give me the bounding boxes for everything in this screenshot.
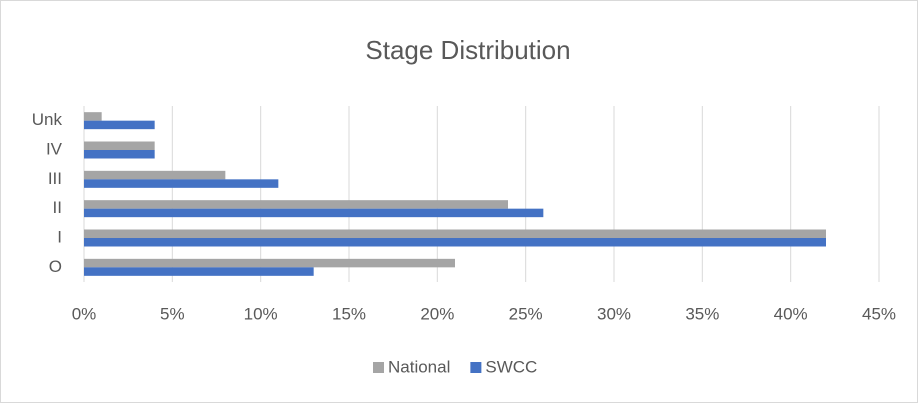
bar (84, 229, 826, 238)
bar (84, 141, 155, 150)
bar (84, 258, 455, 268)
legend-label: National (388, 357, 450, 376)
x-tick-label: 10% (244, 304, 278, 323)
bar (84, 208, 544, 218)
bar (84, 150, 155, 159)
y-tick-label: II (53, 198, 62, 217)
x-tick-label: 30% (597, 304, 631, 323)
x-tick-label: 45% (862, 304, 896, 323)
bar (84, 200, 508, 209)
bar (84, 120, 155, 130)
legend-swatch (470, 362, 482, 373)
y-tick-label: O (49, 257, 62, 276)
legend-label: SWCC (485, 357, 537, 376)
x-tick-label: 25% (509, 304, 543, 323)
x-tick-label: 0% (72, 304, 97, 323)
x-tick-label: 5% (160, 304, 185, 323)
legend-swatch (373, 362, 384, 373)
y-tick-label: III (48, 169, 62, 188)
y-tick-label: I (57, 227, 62, 246)
x-tick-label: 35% (685, 304, 719, 323)
bar (84, 267, 314, 276)
bar (84, 179, 279, 188)
bar (84, 112, 102, 121)
chart-title: Stage Distribution (365, 35, 570, 65)
x-tick-label: 20% (420, 304, 454, 323)
y-tick-label: Unk (32, 110, 63, 129)
x-tick-label: 15% (332, 304, 366, 323)
x-tick-label: 40% (774, 304, 808, 323)
bar (84, 170, 226, 180)
bar (84, 238, 826, 247)
y-tick-label: IV (46, 139, 63, 158)
